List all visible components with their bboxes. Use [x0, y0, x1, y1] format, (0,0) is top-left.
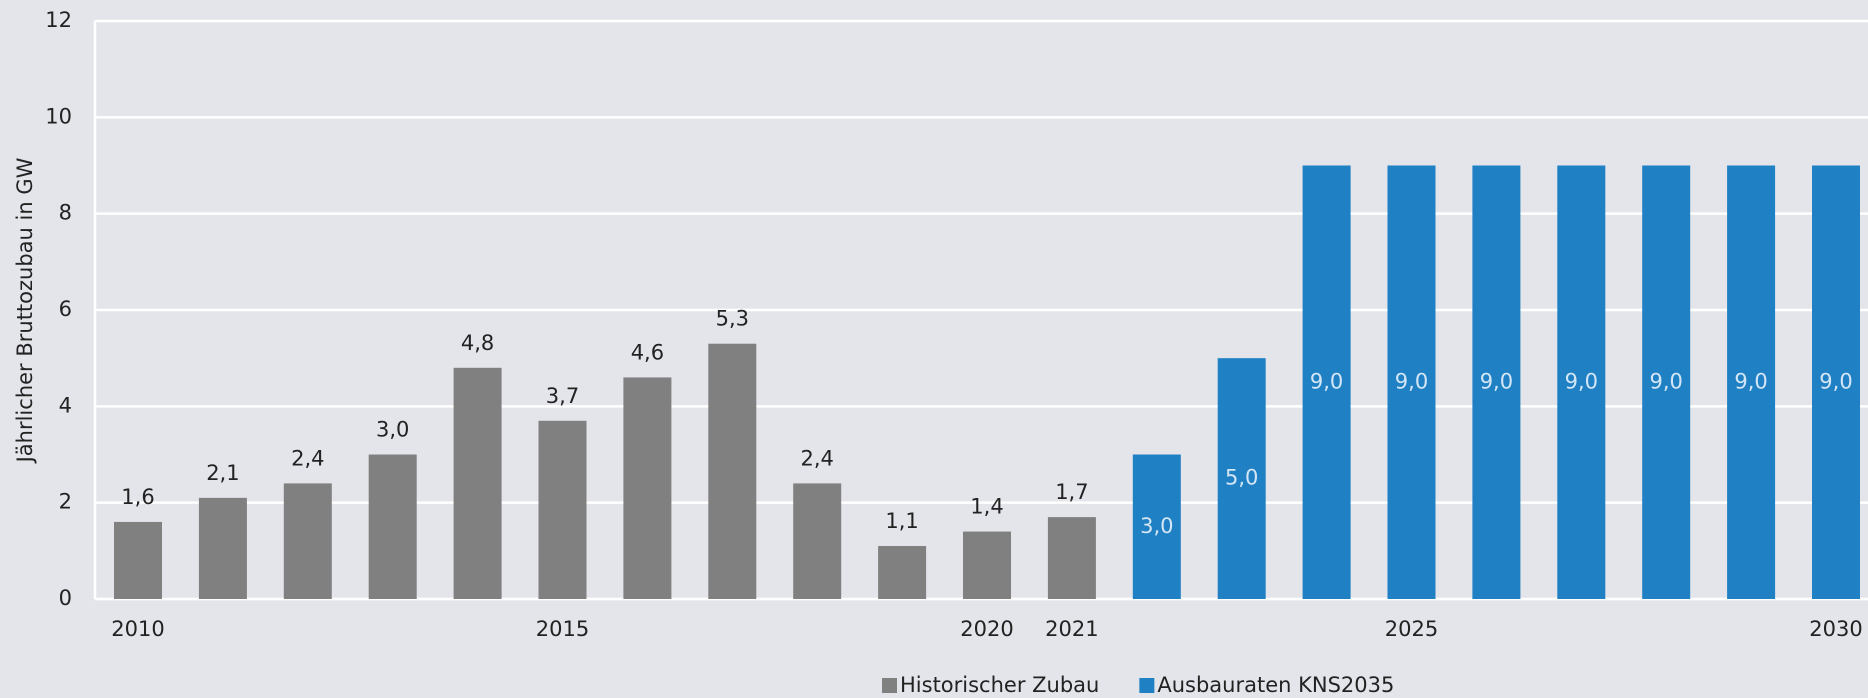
- value-label: 2,4: [291, 446, 324, 470]
- value-label: 5,3: [716, 307, 749, 331]
- value-label: 9,0: [1395, 369, 1428, 393]
- bar: [878, 546, 927, 599]
- x-tick-label: 2020: [960, 617, 1013, 641]
- x-tick-label: 2021: [1045, 617, 1098, 641]
- value-label: 9,0: [1565, 369, 1598, 393]
- legend-label: Ausbauraten KNS2035: [1157, 673, 1394, 697]
- bar: [1642, 165, 1691, 599]
- value-label: 9,0: [1310, 369, 1343, 393]
- bar: [708, 343, 757, 599]
- bar: [1472, 165, 1521, 599]
- y-tick-label: 8: [59, 201, 72, 225]
- bar: [963, 531, 1011, 599]
- x-tick-label: 2030: [1809, 617, 1862, 641]
- value-label: 3,0: [1140, 514, 1173, 538]
- value-label: 9,0: [1649, 369, 1682, 393]
- bar: [1047, 517, 1096, 599]
- bar: [538, 420, 587, 599]
- value-label: 9,0: [1819, 369, 1852, 393]
- bar: [114, 521, 162, 599]
- value-label: 5,0: [1225, 466, 1258, 490]
- legend-label: Historischer Zubau: [900, 673, 1099, 697]
- bar: [283, 483, 332, 599]
- x-tick-label: 2025: [1385, 617, 1438, 641]
- bar: [793, 483, 842, 599]
- value-label: 1,4: [970, 495, 1003, 519]
- y-tick-label: 6: [59, 297, 72, 321]
- y-tick-label: 4: [59, 393, 72, 417]
- legend-swatch: [1139, 678, 1155, 693]
- value-label: 1,1: [885, 509, 918, 533]
- value-label: 2,4: [800, 446, 833, 470]
- y-tick-label: 0: [59, 586, 72, 610]
- bar: [1727, 165, 1776, 599]
- value-label: 9,0: [1480, 369, 1513, 393]
- value-label: 3,0: [376, 418, 409, 442]
- x-tick-label: 2010: [111, 617, 164, 641]
- bar: [198, 497, 247, 599]
- bar: [1217, 358, 1266, 599]
- bar: [1387, 165, 1436, 599]
- value-label: 2,1: [206, 461, 239, 485]
- y-tick-label: 2: [59, 490, 72, 514]
- value-label: 4,8: [461, 331, 494, 355]
- bar: [453, 367, 502, 599]
- bar: [623, 377, 672, 599]
- bar: [1557, 165, 1606, 599]
- value-label: 9,0: [1734, 369, 1767, 393]
- y-tick-label: 12: [45, 8, 72, 32]
- bar: [368, 454, 417, 599]
- y-tick-label: 10: [45, 104, 72, 128]
- value-label: 1,6: [121, 485, 154, 509]
- legend-swatch: [882, 678, 897, 693]
- y-axis-label: Jährlicher Bruttozubau in GW: [13, 157, 37, 464]
- value-label: 4,6: [631, 340, 664, 364]
- bar: [1302, 165, 1351, 599]
- bar: [1812, 165, 1860, 599]
- x-tick-label: 2015: [536, 617, 589, 641]
- value-label: 3,7: [546, 384, 579, 408]
- value-label: 1,7: [1055, 480, 1088, 504]
- bar: [1132, 454, 1181, 599]
